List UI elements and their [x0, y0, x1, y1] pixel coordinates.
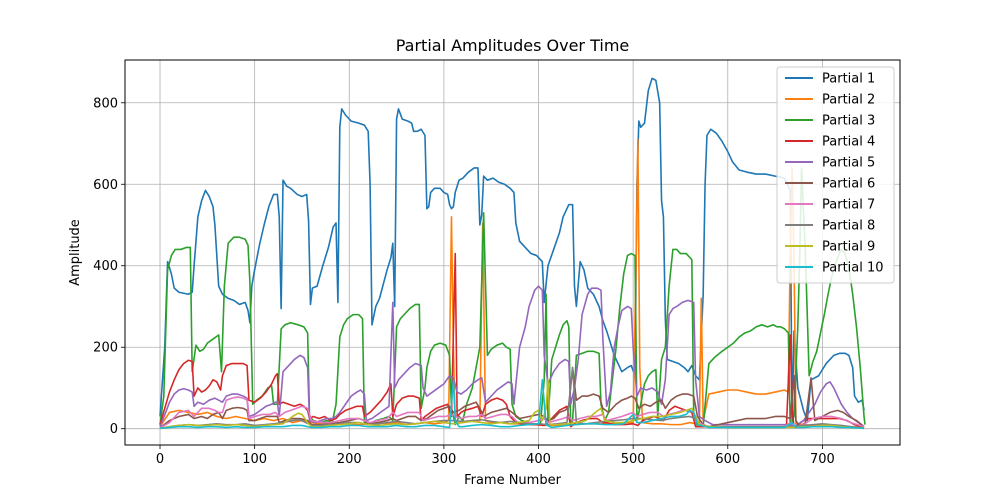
x-tick-label: 0	[156, 452, 164, 467]
series-line-partial-10	[159, 379, 865, 430]
x-tick-label: 400	[526, 452, 551, 467]
series-line-partial-5	[159, 285, 865, 428]
x-axis-label: Frame Number	[464, 473, 562, 488]
chart-title: Partial Amplitudes Over Time	[396, 36, 630, 55]
legend-label: Partial 10	[822, 261, 884, 276]
y-tick-label: 600	[93, 178, 118, 193]
series-line-partial-3	[159, 167, 866, 428]
series-line-partial-9	[159, 379, 865, 430]
legend-label: Partial 7	[822, 198, 875, 213]
series-lines	[159, 77, 866, 430]
series-line-partial-1	[159, 77, 865, 426]
y-tick-label: 0	[110, 422, 118, 437]
x-tick-label: 700	[810, 452, 835, 467]
legend-label: Partial 6	[822, 177, 875, 192]
x-axis-ticks: 0 100 200 300 400 500 600 700	[156, 445, 835, 467]
plot-frame	[124, 59, 901, 446]
legend-label: Partial 3	[822, 114, 875, 129]
x-tick-label: 300	[431, 452, 456, 467]
legend-label: Partial 5	[822, 156, 875, 171]
x-tick-label: 600	[715, 452, 740, 467]
series-line-partial-6	[159, 366, 865, 429]
legend-label: Partial 2	[822, 93, 875, 108]
x-tick-label: 200	[337, 452, 362, 467]
legend-label: Partial 4	[822, 135, 875, 150]
legend-label: Partial 1	[822, 72, 875, 87]
y-axis-ticks: 0 200 400 600 800	[93, 96, 125, 437]
y-tick-label: 800	[93, 96, 118, 111]
legend-label: Partial 9	[822, 240, 875, 255]
y-tick-label: 200	[93, 341, 118, 356]
x-tick-label: 500	[621, 452, 646, 467]
y-tick-label: 400	[93, 259, 118, 274]
legend-label: Partial 8	[822, 219, 875, 234]
legend: Partial 1 Partial 2 Partial 3 Partial 4 Part…	[776, 66, 895, 284]
y-axis-label: Amplitude	[68, 219, 83, 286]
x-tick-label: 100	[242, 452, 267, 467]
